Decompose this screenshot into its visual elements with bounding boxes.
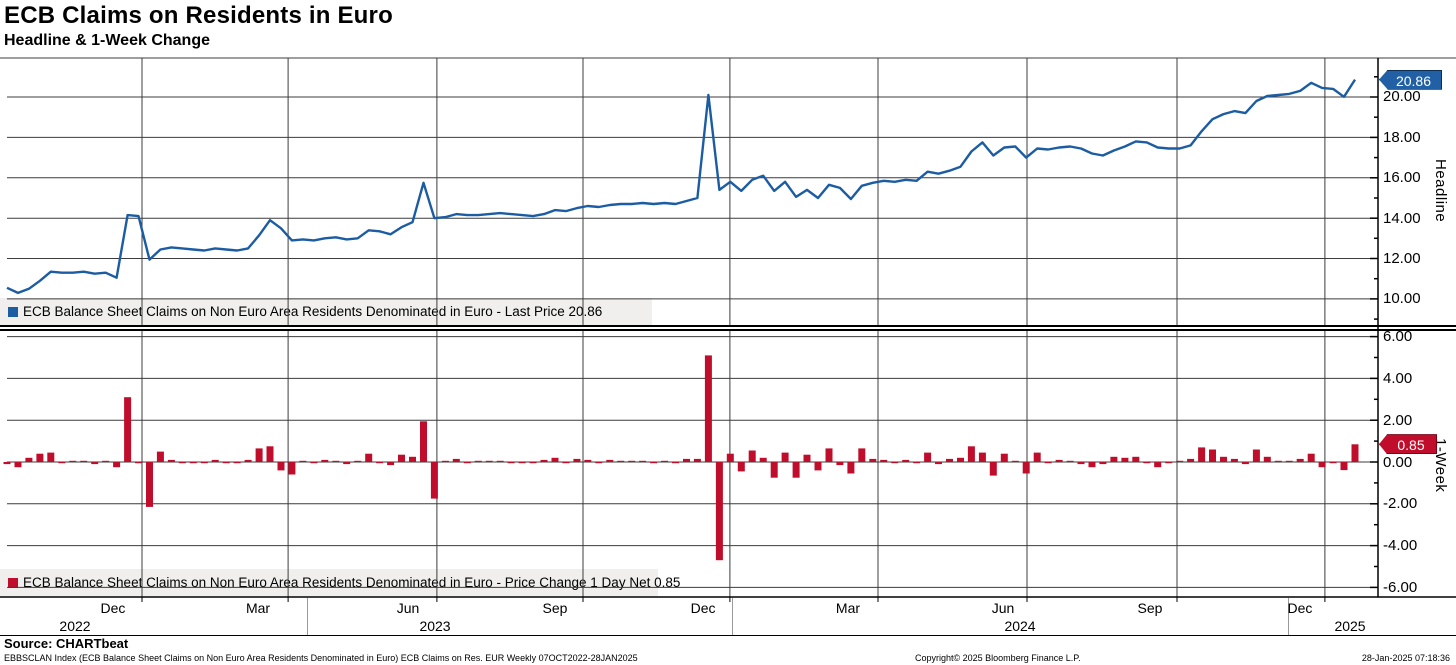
page-title: ECB Claims on Residents in Euro	[4, 2, 393, 29]
y-tick-label: 6.00	[1383, 328, 1413, 346]
x-month-label: Mar	[835, 600, 861, 616]
bar-series-swatch-icon	[8, 577, 18, 588]
last-price-badge: 20.86	[1379, 69, 1442, 90]
y-tick-label: 0.00	[1383, 453, 1413, 471]
legend-headline: ECB Balance Sheet Claims on Non Euro Are…	[0, 298, 652, 325]
copyright-notice: Copyright© 2025 Bloomberg Finance L.P.	[915, 653, 1081, 663]
timestamp: 28-Jan-2025 07:18:36	[1361, 653, 1450, 663]
x-year-label: 2025	[1334, 618, 1366, 634]
legend-1week-label: ECB Balance Sheet Claims on Non Euro Are…	[23, 575, 681, 590]
x-month-label: Jun	[991, 600, 1015, 616]
x-month-label: Dec	[1287, 600, 1313, 616]
year-separator	[731, 598, 733, 635]
y-tick-label: 16.00	[1383, 169, 1421, 187]
y-tick-label: 20.00	[1383, 88, 1421, 106]
chart-subtitle: Headline & 1-Week Change	[4, 32, 210, 49]
y-tick-label: -2.00	[1383, 495, 1418, 513]
line-series-swatch-icon	[8, 306, 18, 317]
y-tick-label: 14.00	[1383, 209, 1421, 227]
y-tick-label: 2.00	[1383, 411, 1413, 429]
last-change-badge: 0.85	[1379, 434, 1437, 455]
y-tick-label: 12.00	[1383, 250, 1421, 268]
x-year-label: 2023	[419, 618, 451, 634]
x-month-label: Dec	[690, 600, 716, 616]
source-label: Source: CHARTbeat	[4, 636, 129, 651]
y-tick-label: 4.00	[1383, 369, 1413, 387]
y-tick-label: -6.00	[1383, 578, 1418, 596]
y-tick-label: 10.00	[1383, 290, 1421, 308]
legend-1week-change: ECB Balance Sheet Claims on Non Euro Are…	[0, 569, 680, 596]
x-month-label: Sep	[1137, 600, 1163, 616]
y-tick-label: 18.00	[1383, 128, 1421, 146]
year-separator	[306, 598, 308, 635]
ticker-disclaimer: EBBSCLAN Index (ECB Balance Sheet Claims…	[4, 653, 638, 663]
x-year-label: 2022	[59, 618, 91, 634]
year-separator	[1288, 598, 1290, 635]
right-axis-title-headline: Headline	[1432, 159, 1449, 223]
y-tick-label: -4.00	[1383, 537, 1418, 555]
panel-divider	[0, 325, 1456, 331]
x-month-label: Jun	[396, 600, 420, 616]
x-year-label: 2024	[1004, 618, 1036, 634]
legend-headline-label: ECB Balance Sheet Claims on Non Euro Are…	[23, 304, 603, 319]
x-month-label: Dec	[100, 600, 126, 616]
x-month-label: Sep	[542, 600, 568, 616]
x-month-label: Mar	[245, 600, 271, 616]
